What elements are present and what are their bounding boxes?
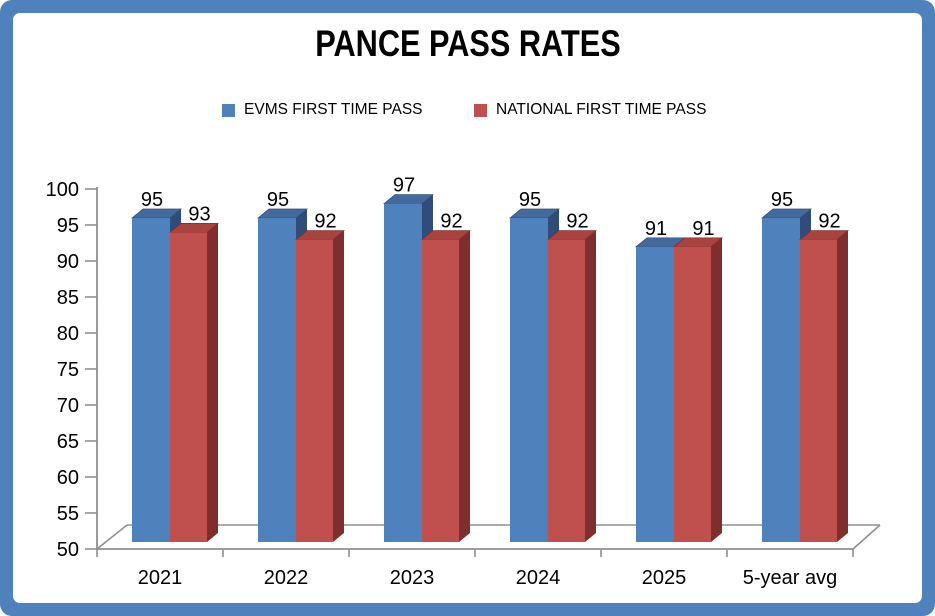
y-axis-tick-label: 65 xyxy=(57,431,79,453)
legend-item-evms: EVMS FIRST TIME PASS xyxy=(222,101,428,119)
x-axis-category-label: 2024 xyxy=(516,567,561,589)
data-label-national-2025: 91 xyxy=(692,218,714,240)
legend-swatch-evms-icon xyxy=(222,103,235,117)
y-axis-tick-label: 95 xyxy=(57,215,79,237)
x-axis-category-label: 2025 xyxy=(642,567,687,589)
y-axis-tick-label: 60 xyxy=(57,467,79,489)
data-label-national-2022: 92 xyxy=(314,211,336,233)
bar-national-2025 xyxy=(674,246,711,543)
bar-national-2024 xyxy=(548,239,585,542)
data-label-evms-2023: 97 xyxy=(393,175,415,197)
bar-side-national-2022 xyxy=(333,230,344,542)
bar-evms-5-year avg xyxy=(762,218,800,542)
bar-national-2022 xyxy=(296,239,333,542)
bar-national-2021 xyxy=(170,232,207,542)
y-axis-tick-label: 80 xyxy=(57,323,79,345)
bar-side-national-2024 xyxy=(585,230,596,542)
y-axis-tick-label: 55 xyxy=(57,503,79,525)
floor-left-edge xyxy=(96,524,128,550)
data-label-national-2024: 92 xyxy=(566,211,588,233)
bar-evms-2021 xyxy=(132,218,170,542)
y-axis-tick-label: 85 xyxy=(57,287,79,309)
x-axis-category-label: 2022 xyxy=(264,567,309,589)
x-axis-category-label: 5-year avg xyxy=(743,567,838,589)
y-axis-tick-label: 75 xyxy=(57,359,79,381)
chart-title-area: PANCE PASS RATES xyxy=(0,24,935,64)
chart-title: PANCE PASS RATES xyxy=(314,23,621,64)
data-label-evms-5-year avg: 95 xyxy=(771,189,793,211)
data-label-national-2023: 92 xyxy=(440,211,462,233)
x-axis-category-label: 2021 xyxy=(138,567,183,589)
bar-evms-2022 xyxy=(258,218,296,542)
bar-evms-2023 xyxy=(384,203,422,542)
y-axis-tick-label: 70 xyxy=(57,395,79,417)
data-label-national-5-year avg: 92 xyxy=(818,211,840,233)
data-label-evms-2025: 91 xyxy=(645,218,667,240)
data-label-evms-2024: 95 xyxy=(519,189,541,211)
legend: EVMS FIRST TIME PASS NATIONAL FIRST TIME… xyxy=(0,101,935,119)
data-label-evms-2021: 95 xyxy=(141,189,163,211)
y-axis-tick-label: 50 xyxy=(57,539,79,561)
bar-national-5-year avg xyxy=(800,239,837,542)
y-axis-tick-label: 90 xyxy=(57,251,79,273)
data-label-national-2021: 93 xyxy=(188,203,210,225)
legend-label-national: NATIONAL FIRST TIME PASS xyxy=(496,101,707,118)
x-axis-category-label: 2023 xyxy=(390,567,435,589)
bar-side-national-2025 xyxy=(711,237,722,543)
bar-evms-2025 xyxy=(636,246,674,543)
legend-label-evms: EVMS FIRST TIME PASS xyxy=(244,101,423,118)
legend-swatch-national-icon xyxy=(474,103,488,117)
bar-evms-2024 xyxy=(510,218,548,542)
bar-national-2023 xyxy=(422,239,459,542)
data-label-evms-2022: 95 xyxy=(267,189,289,211)
legend-item-national: NATIONAL FIRST TIME PASS xyxy=(474,101,713,119)
floor-right-edge xyxy=(852,524,881,550)
bar-side-national-5-year avg xyxy=(837,230,848,542)
bar-side-national-2023 xyxy=(459,230,470,542)
y-axis-tick-label: 100 xyxy=(46,179,79,201)
bar-side-national-2021 xyxy=(207,223,218,542)
